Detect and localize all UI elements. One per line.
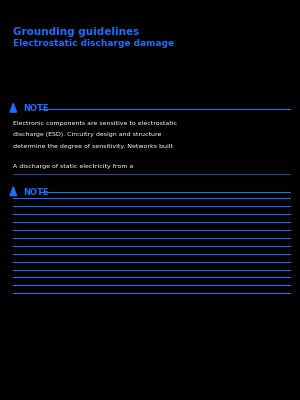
Text: NOTE: NOTE (24, 104, 49, 113)
Text: Grounding guidelines: Grounding guidelines (13, 27, 140, 37)
Text: Electronic components are sensitive to electrostatic: Electronic components are sensitive to e… (13, 120, 177, 126)
Polygon shape (10, 187, 16, 196)
Text: NOTE: NOTE (24, 188, 49, 196)
Text: Electrostatic discharge damage: Electrostatic discharge damage (13, 39, 174, 48)
Text: discharge (ESD). Circuitry design and structure: discharge (ESD). Circuitry design and st… (13, 132, 162, 138)
Text: A discharge of static electricity from a: A discharge of static electricity from a (13, 164, 134, 170)
Polygon shape (10, 103, 16, 112)
Text: determine the degree of sensitivity. Networks built: determine the degree of sensitivity. Net… (13, 144, 173, 149)
